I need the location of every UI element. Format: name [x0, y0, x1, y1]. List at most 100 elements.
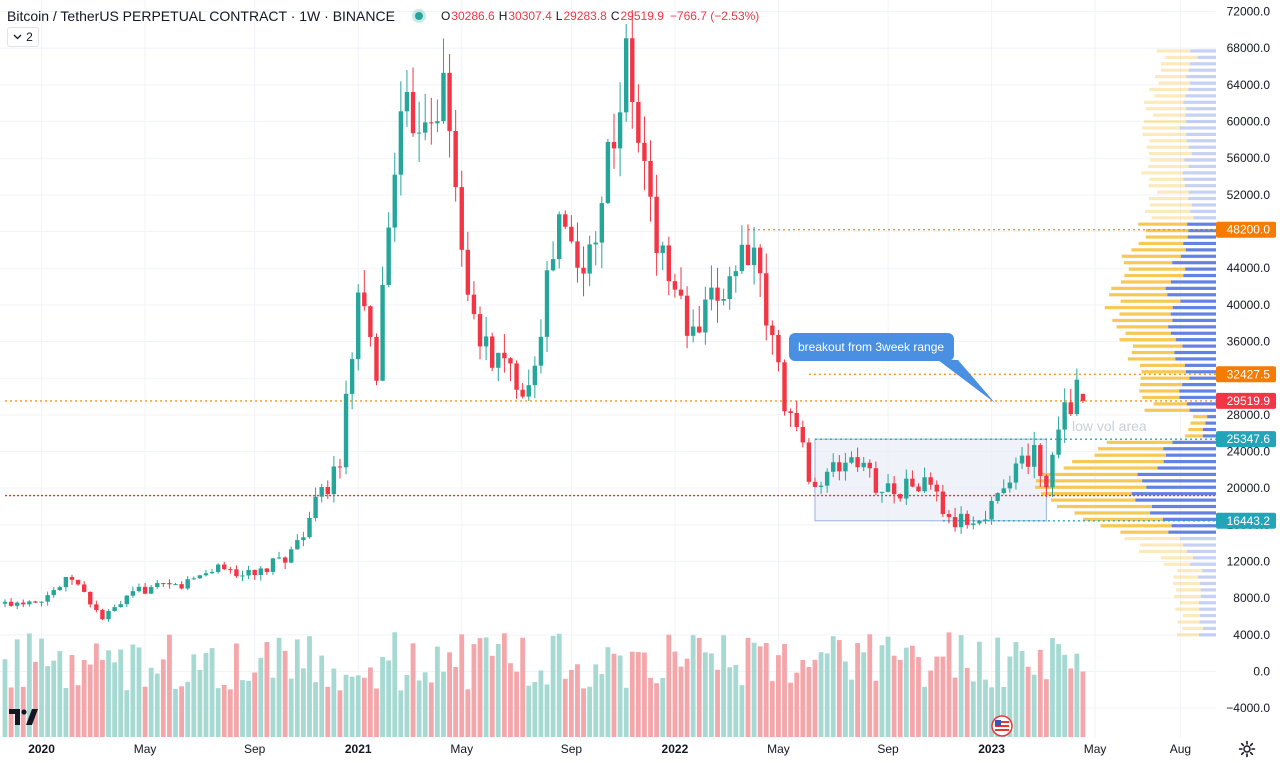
candle-body[interactable] — [733, 271, 738, 277]
candle-body[interactable] — [1019, 455, 1025, 464]
candle-body[interactable] — [599, 203, 605, 243]
candle-body[interactable] — [849, 457, 854, 463]
candle-body[interactable] — [142, 586, 148, 594]
candle-body[interactable] — [709, 287, 714, 300]
candle-body[interactable] — [496, 352, 501, 368]
candle-body[interactable] — [100, 609, 105, 620]
candle-body[interactable] — [697, 326, 702, 333]
candle-body[interactable] — [185, 579, 190, 589]
candle-body[interactable] — [660, 245, 665, 254]
candle-body[interactable] — [1068, 402, 1073, 415]
candle-body[interactable] — [222, 564, 227, 570]
candle-body[interactable] — [435, 121, 440, 124]
candle-body[interactable] — [782, 362, 787, 412]
candle-body[interactable] — [556, 214, 562, 260]
candle-body[interactable] — [69, 576, 75, 580]
candle-body[interactable] — [191, 578, 196, 580]
candle-body[interactable] — [118, 604, 123, 608]
candle-body[interactable] — [483, 336, 489, 347]
candle-body[interactable] — [831, 462, 836, 472]
candle-body[interactable] — [51, 590, 56, 596]
candle-body[interactable] — [672, 281, 678, 290]
candle-body[interactable] — [806, 442, 812, 482]
candle-body[interactable] — [1013, 463, 1019, 483]
candle-body[interactable] — [977, 520, 982, 524]
candle-body[interactable] — [173, 584, 178, 586]
candle-body[interactable] — [690, 326, 696, 336]
candle-body[interactable] — [270, 558, 276, 572]
candle-body[interactable] — [380, 285, 385, 381]
candle-body[interactable] — [453, 130, 458, 188]
candle-body[interactable] — [636, 101, 641, 143]
candle-body[interactable] — [416, 132, 422, 134]
candle-body[interactable] — [703, 299, 708, 333]
candle-body[interactable] — [447, 72, 452, 131]
candle-body[interactable] — [21, 602, 26, 605]
candle-body[interactable] — [922, 477, 927, 492]
candle-body[interactable] — [544, 270, 550, 337]
candle-body[interactable] — [1001, 488, 1006, 494]
candle-body[interactable] — [940, 491, 946, 514]
candle-body[interactable] — [910, 478, 915, 487]
candle-body[interactable] — [873, 468, 879, 493]
price-label-tag[interactable] — [1216, 431, 1276, 448]
candle-body[interactable] — [727, 276, 732, 299]
candle-body[interactable] — [136, 586, 142, 592]
candle-body[interactable] — [429, 122, 434, 124]
candle-body[interactable] — [818, 485, 824, 487]
candle-body[interactable] — [745, 244, 751, 266]
candle-body[interactable] — [276, 557, 282, 559]
candle-body[interactable] — [995, 493, 1000, 501]
candle-body[interactable] — [879, 491, 885, 493]
candle-body[interactable] — [106, 610, 111, 620]
candle-body[interactable] — [81, 584, 87, 592]
candle-body[interactable] — [252, 569, 257, 575]
price-label-tag[interactable] — [1216, 366, 1276, 383]
candle-body[interactable] — [508, 358, 513, 364]
candle-body[interactable] — [654, 196, 659, 254]
settings-gear-icon[interactable] — [1238, 740, 1256, 763]
candle-body[interactable] — [587, 244, 592, 274]
candle-body[interactable] — [410, 91, 416, 134]
candle-body[interactable] — [75, 579, 81, 585]
price-label-tag[interactable] — [1216, 221, 1276, 238]
candle-body[interactable] — [1074, 379, 1080, 415]
candle-body[interactable] — [398, 111, 404, 175]
candle-body[interactable] — [246, 569, 251, 576]
candle-body[interactable] — [575, 241, 580, 268]
tradingview-logo-icon[interactable] — [9, 709, 39, 730]
candle-body[interactable] — [965, 513, 970, 525]
candle-body[interactable] — [1050, 454, 1055, 488]
candle-body[interactable] — [946, 513, 952, 518]
candle-body[interactable] — [477, 314, 483, 347]
candle-body[interactable] — [301, 537, 306, 541]
candle-body[interactable] — [520, 389, 525, 397]
candle-body[interactable] — [605, 141, 611, 204]
candle-body[interactable] — [215, 564, 221, 572]
candle-body[interactable] — [569, 226, 574, 242]
candle-body[interactable] — [581, 267, 586, 274]
time-axis[interactable]: 2020 May Sep 2021 May Sep 2022 May Sep 2023 May Aug… — [28, 742, 1280, 756]
candle-body[interactable] — [751, 247, 757, 266]
candle-body[interactable] — [331, 466, 337, 495]
price-label-tag[interactable] — [1216, 392, 1276, 409]
candle-body[interactable] — [843, 462, 848, 472]
candle-body[interactable] — [983, 519, 988, 521]
candle-body[interactable] — [593, 242, 598, 245]
candle-body[interactable] — [295, 540, 300, 550]
candle-body[interactable] — [313, 496, 318, 518]
candle-body[interactable] — [325, 487, 330, 495]
indicators-toggle-button[interactable]: 2 — [7, 27, 39, 47]
candle-body[interactable] — [39, 601, 44, 603]
candle-body[interactable] — [209, 571, 215, 574]
candle-body[interactable] — [1007, 482, 1013, 489]
candle-body[interactable] — [349, 359, 355, 394]
candle-body[interactable] — [148, 587, 154, 594]
candle-body[interactable] — [617, 112, 623, 149]
candle-body[interactable] — [721, 298, 726, 301]
candle-body[interactable] — [1056, 429, 1061, 455]
candle-body[interactable] — [502, 352, 507, 359]
callout-box[interactable] — [789, 333, 954, 361]
candle-body[interactable] — [1080, 393, 1086, 401]
